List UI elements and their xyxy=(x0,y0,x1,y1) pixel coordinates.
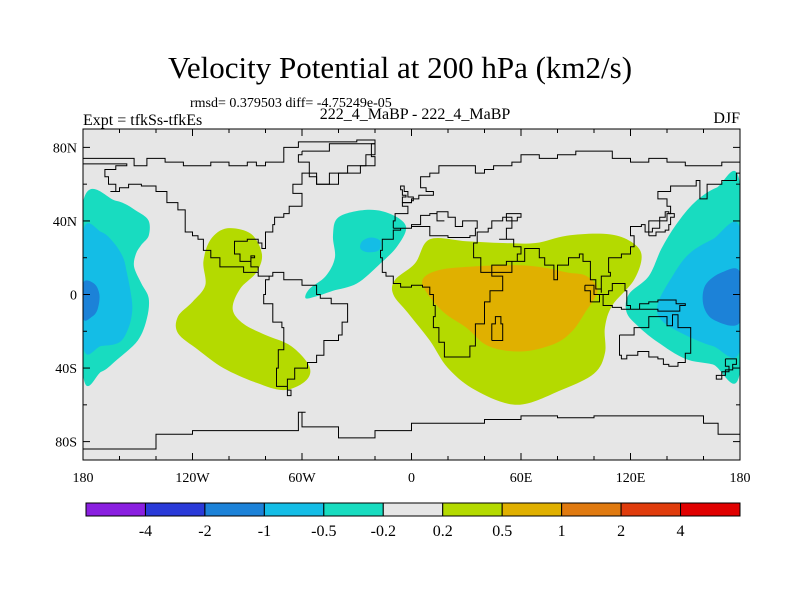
left-label: Expt = tfkSs-tfkEs xyxy=(83,112,203,129)
colorbar: -4 -2 -1 -0.5 -0.2 0.2 0.5 1 2 4 xyxy=(85,502,741,540)
japan-outline xyxy=(648,211,675,237)
y-tick-label: 80N xyxy=(53,141,77,156)
eurasia-africa-outline xyxy=(380,150,740,358)
colorbar-level-label: 2 xyxy=(617,523,625,540)
y-tick-label: 40S xyxy=(55,362,77,377)
madagascar-outline xyxy=(491,316,504,341)
y-tick-label: 0 xyxy=(70,289,77,304)
maritime-continent-outline xyxy=(584,283,686,312)
axis-ticks: 180 120W 60W 0 60E 120E 180 80N 40N 0 40S 80S xyxy=(53,129,751,486)
contour-fills xyxy=(83,170,740,405)
colorbar-swatch xyxy=(501,502,563,517)
x-tick-label: 180 xyxy=(73,471,94,486)
colorbar-swatch xyxy=(620,502,682,517)
colorbar-swatch xyxy=(144,502,206,517)
colorbar-level-label: 4 xyxy=(677,523,685,540)
y-tick-label: 40N xyxy=(53,215,77,230)
colorbar-level-label: -1 xyxy=(258,523,271,540)
colorbar-level-label: -2 xyxy=(198,523,211,540)
contour-region-negative-pacific-west-core xyxy=(83,280,100,321)
colorbar-swatch xyxy=(263,502,325,517)
x-tick-label: 0 xyxy=(408,471,415,486)
colorbar-level-label: 1 xyxy=(558,523,566,540)
australia-outline xyxy=(619,314,692,367)
colorbar-level-label: -4 xyxy=(139,523,152,540)
colorbar-swatch xyxy=(680,502,741,517)
colorbar-level-label: 0.5 xyxy=(492,523,512,540)
season-label: DJF xyxy=(713,110,740,127)
colorbar-level-label: -0.5 xyxy=(311,523,336,540)
contour-region-negative-pacific-west-mid xyxy=(83,223,133,355)
colorbar-swatch xyxy=(561,502,622,517)
colorbar-swatch xyxy=(323,502,384,517)
center-label: 222_4_MaBP - 222_4_MaBP xyxy=(319,106,511,123)
contour-region-positive-africa-indian-mid xyxy=(422,265,598,352)
x-tick-label: 60W xyxy=(288,471,316,486)
colorbar-swatch xyxy=(382,502,444,517)
x-tick-label: 120E xyxy=(616,471,646,486)
stats-line: rmsd= 0.379503 diff= -4.75249e-05 xyxy=(190,96,392,111)
coastlines xyxy=(83,139,740,450)
contour-region-negative-atlantic-core xyxy=(360,237,382,253)
x-tick-label: 120W xyxy=(175,471,210,486)
colorbar-swatch xyxy=(442,502,503,517)
contour-region-positive-pacific-central xyxy=(175,228,311,391)
contour-region-negative-atlantic xyxy=(305,209,407,299)
americas-outline xyxy=(83,139,376,397)
new-zealand-outline xyxy=(715,358,737,380)
antarctica-outline xyxy=(83,411,740,450)
x-tick-label: 180 xyxy=(730,471,751,486)
y-tick-label: 80S xyxy=(55,436,77,451)
colorbar-swatch xyxy=(204,502,265,517)
x-tick-label: 60E xyxy=(510,471,533,486)
chart-title: Velocity Potential at 200 hPa (km2/s) xyxy=(167,50,633,85)
colorbar-level-label: 0.2 xyxy=(433,523,453,540)
greenland-outline xyxy=(297,143,376,185)
colorbar-level-label: -0.2 xyxy=(371,523,396,540)
colorbar-swatch xyxy=(85,502,146,517)
contour-region-negative-pacific-east-core xyxy=(702,268,740,326)
british-isles-outline xyxy=(400,185,414,204)
